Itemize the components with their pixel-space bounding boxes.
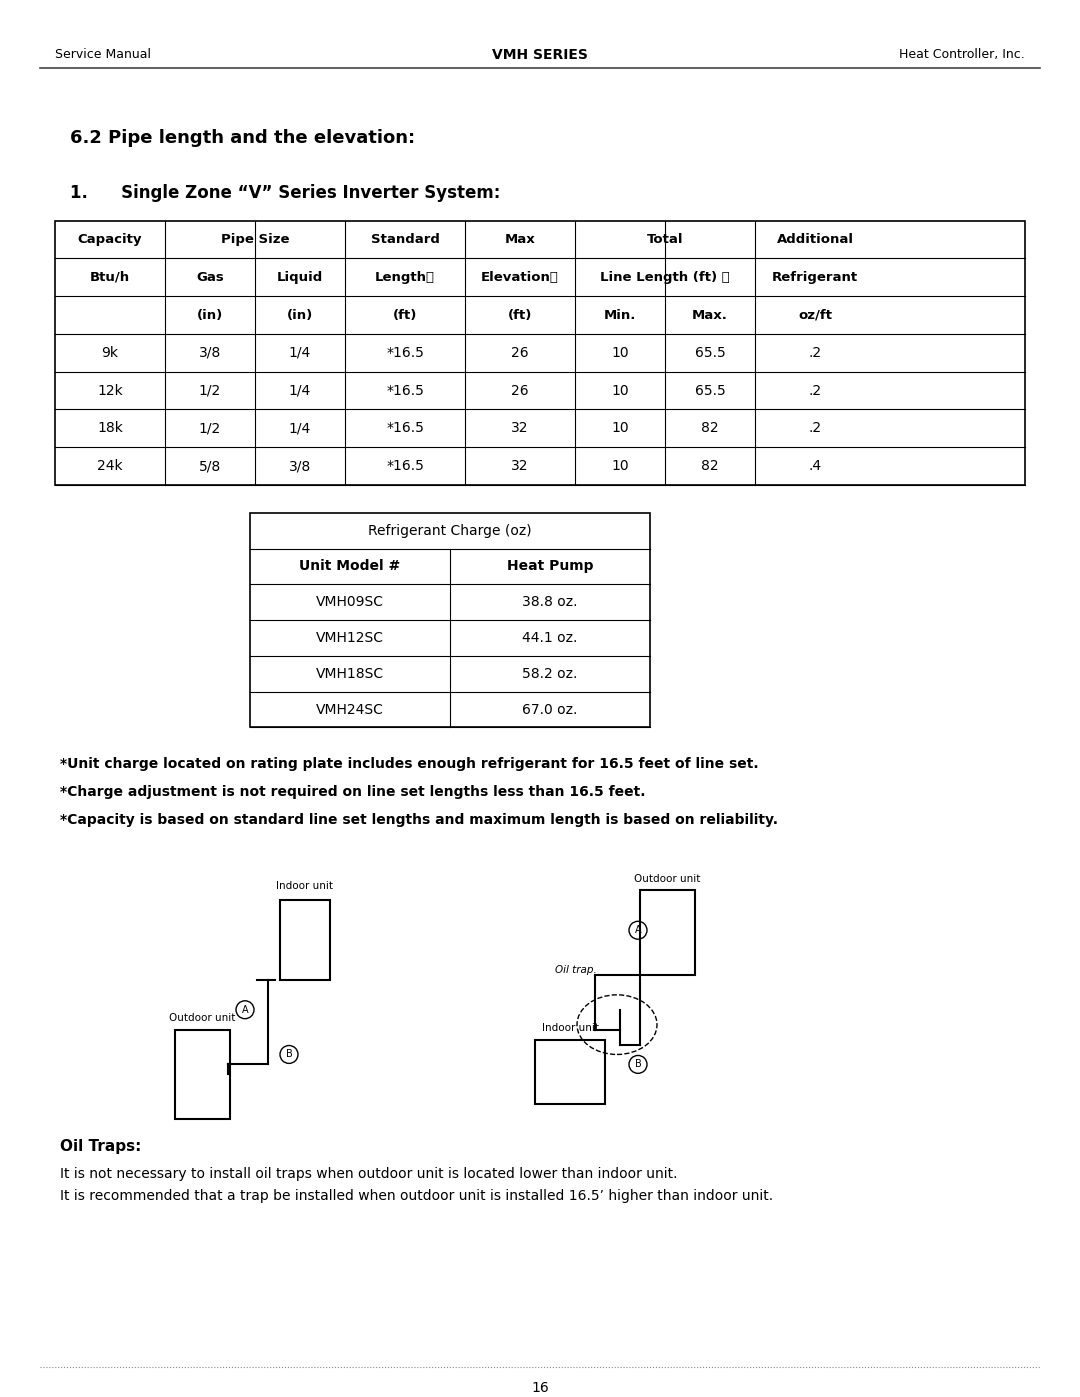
Text: .2: .2 (809, 384, 822, 398)
Text: Oil Traps:: Oil Traps: (60, 1139, 141, 1154)
Text: (in): (in) (197, 309, 224, 321)
Bar (55, 221, 1025, 485)
Text: 5/8: 5/8 (199, 460, 221, 474)
Text: Unit Model #: Unit Model # (299, 559, 401, 574)
Text: 12k: 12k (97, 384, 123, 398)
Text: *16.5: *16.5 (386, 384, 424, 398)
Text: 1/4: 1/4 (288, 422, 311, 436)
Text: Outdoor unit: Outdoor unit (634, 873, 701, 883)
Text: 10: 10 (611, 346, 629, 360)
Text: 67.0 oz.: 67.0 oz. (523, 703, 578, 717)
Text: Indoor unit: Indoor unit (276, 880, 334, 890)
Text: 3/8: 3/8 (199, 346, 221, 360)
Text: 26: 26 (511, 346, 529, 360)
Text: It is not necessary to install oil traps when outdoor unit is located lower than: It is not necessary to install oil traps… (60, 1166, 677, 1180)
Text: (ft): (ft) (508, 309, 532, 321)
Text: B: B (285, 1049, 293, 1059)
Text: .2: .2 (809, 422, 822, 436)
Text: 58.2 oz.: 58.2 oz. (523, 666, 578, 680)
Text: Refrigerant Charge (oz): Refrigerant Charge (oz) (368, 524, 531, 538)
Text: Btu/h: Btu/h (90, 271, 130, 284)
Text: 44.1 oz.: 44.1 oz. (523, 631, 578, 645)
Text: Outdoor unit: Outdoor unit (170, 1013, 235, 1023)
Text: 6.2 Pipe length and the elevation:: 6.2 Pipe length and the elevation: (70, 129, 415, 147)
Text: Pipe Size: Pipe Size (220, 233, 289, 246)
Text: Indoor unit: Indoor unit (541, 1023, 598, 1032)
Text: Max: Max (504, 233, 536, 246)
Text: VMH24SC: VMH24SC (316, 703, 383, 717)
Text: Capacity: Capacity (78, 233, 143, 246)
Text: 24k: 24k (97, 460, 123, 474)
Text: 26: 26 (511, 384, 529, 398)
Text: 18k: 18k (97, 422, 123, 436)
Text: Min.: Min. (604, 309, 636, 321)
Text: *16.5: *16.5 (386, 346, 424, 360)
Text: Standard: Standard (370, 233, 440, 246)
Text: Total: Total (647, 233, 684, 246)
Text: 1/4: 1/4 (288, 346, 311, 360)
Text: 82: 82 (701, 460, 719, 474)
Text: 1.  Single Zone “V” Series Inverter System:: 1. Single Zone “V” Series Inverter Syste… (70, 184, 500, 201)
Text: Service Manual: Service Manual (55, 47, 151, 60)
Text: Additional: Additional (777, 233, 853, 246)
Text: 32: 32 (511, 422, 529, 436)
Text: (in): (in) (287, 309, 313, 321)
Text: *16.5: *16.5 (386, 422, 424, 436)
Text: VMH12SC: VMH12SC (316, 631, 384, 645)
Text: Max.: Max. (692, 309, 728, 321)
Text: 9k: 9k (102, 346, 119, 360)
Text: 10: 10 (611, 422, 629, 436)
Text: Refrigerant: Refrigerant (772, 271, 859, 284)
Text: 65.5: 65.5 (694, 346, 726, 360)
Text: LengthⒶ: LengthⒶ (375, 271, 435, 284)
Bar (535, 1039, 605, 1104)
Text: 65.5: 65.5 (694, 384, 726, 398)
Text: It is recommended that a trap be installed when outdoor unit is installed 16.5’ : It is recommended that a trap be install… (60, 1189, 773, 1203)
Text: *16.5: *16.5 (386, 460, 424, 474)
Text: Oil trap.: Oil trap. (555, 965, 597, 975)
Text: .2: .2 (809, 346, 822, 360)
Text: Line Length (ft) Ⓐ: Line Length (ft) Ⓐ (600, 271, 730, 284)
Bar (175, 1030, 230, 1119)
Text: A: A (242, 1004, 248, 1014)
Text: 1/2: 1/2 (199, 422, 221, 436)
Text: 1/2: 1/2 (199, 384, 221, 398)
Text: *Charge adjustment is not required on line set lengths less than 16.5 feet.: *Charge adjustment is not required on li… (60, 785, 646, 799)
Text: Gas: Gas (197, 271, 224, 284)
Text: (ft): (ft) (393, 309, 417, 321)
Text: A: A (635, 925, 642, 935)
Text: *Unit charge located on rating plate includes enough refrigerant for 16.5 feet o: *Unit charge located on rating plate inc… (60, 757, 758, 771)
Text: VMH09SC: VMH09SC (316, 595, 384, 609)
Bar (249, 513, 650, 728)
Bar (640, 890, 696, 975)
Text: VMH18SC: VMH18SC (316, 666, 384, 680)
Text: 38.8 oz.: 38.8 oz. (523, 595, 578, 609)
Text: Heat Controller, Inc.: Heat Controller, Inc. (900, 47, 1025, 60)
Text: Heat Pump: Heat Pump (507, 559, 593, 574)
Text: Liquid: Liquid (276, 271, 323, 284)
Text: 10: 10 (611, 460, 629, 474)
Text: VMH SERIES: VMH SERIES (492, 47, 588, 61)
Text: 32: 32 (511, 460, 529, 474)
Text: 82: 82 (701, 422, 719, 436)
Text: 3/8: 3/8 (288, 460, 311, 474)
Text: 10: 10 (611, 384, 629, 398)
Text: 16: 16 (531, 1382, 549, 1396)
Text: 1/4: 1/4 (288, 384, 311, 398)
Text: oz/ft: oz/ft (798, 309, 832, 321)
Text: *Capacity is based on standard line set lengths and maximum length is based on r: *Capacity is based on standard line set … (60, 813, 778, 827)
Bar (280, 901, 330, 979)
Text: B: B (635, 1059, 642, 1069)
Text: ElevationⒷ: ElevationⒷ (481, 271, 559, 284)
Text: .4: .4 (809, 460, 822, 474)
